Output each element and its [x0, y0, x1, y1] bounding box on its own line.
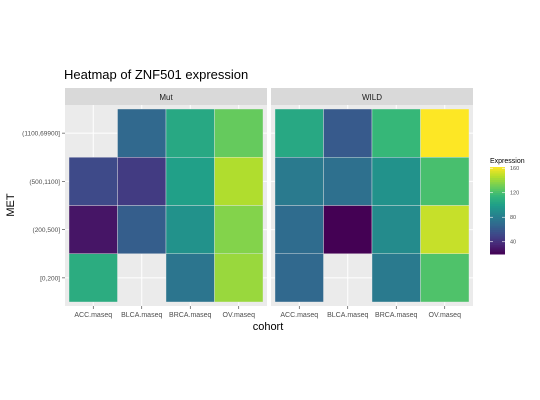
legend-colorbar-segment — [490, 221, 505, 225]
heatmap-cell — [117, 205, 167, 254]
facet-label: WILD — [362, 93, 382, 102]
heatmap-cell — [420, 108, 470, 158]
facet-strip — [65, 88, 267, 105]
legend-colorbar-segment — [490, 169, 505, 172]
heatmap-cell — [214, 108, 264, 158]
legend-colorbar-segment — [490, 234, 505, 238]
legend-colorbar-segment — [490, 199, 505, 203]
legend-colorbar-segment — [490, 175, 505, 179]
legend-colorbar-segment — [490, 214, 505, 218]
legend-colorbar-segment — [490, 243, 505, 246]
heatmap-cell — [68, 157, 118, 206]
legend-colorbar-segment — [490, 232, 505, 235]
heatmap-cell — [68, 253, 118, 303]
x-tick-label: BLCA.maseq — [327, 312, 368, 319]
legend-colorbar-segment — [490, 208, 505, 211]
x-tick-label: OV.maseq — [429, 312, 462, 319]
heatmap-cell — [68, 205, 118, 254]
x-tick-label: OV.maseq — [223, 312, 256, 319]
heatmap-cell — [165, 253, 215, 303]
legend-tick-label: 120 — [510, 191, 519, 197]
legend-colorbar-segment — [490, 212, 505, 216]
heatmap-cell — [274, 157, 324, 206]
y-tick-label: (200,500] — [33, 227, 61, 234]
heatmap-cell — [117, 108, 167, 158]
legend-colorbar-segment — [490, 225, 505, 229]
heatmap-cell — [117, 157, 167, 206]
legend-colorbar-segment — [490, 180, 505, 183]
x-tick-label: BRCA.maseq — [375, 312, 418, 319]
legend-colorbar-segment — [490, 186, 505, 190]
x-tick-label: ACC.maseq — [74, 312, 112, 319]
heatmap-cell — [323, 108, 373, 158]
legend-colorbar-segment — [490, 210, 505, 214]
heatmap-cell — [274, 205, 324, 254]
y-axis-title: MET — [5, 193, 17, 217]
chart-title: Heatmap of ZNF501 expression — [64, 67, 248, 82]
legend-colorbar-segment — [490, 201, 505, 205]
heatmap-cell — [214, 157, 264, 206]
legend-tick-label: 160 — [510, 166, 519, 172]
x-tick-label: ACC.maseq — [280, 312, 318, 319]
heatmap-cell — [165, 108, 215, 158]
y-tick-label: [0,200] — [40, 275, 60, 282]
x-tick-label: BLCA.maseq — [121, 312, 162, 319]
legend-colorbar-segment — [490, 184, 505, 188]
heatmap-cell — [371, 157, 421, 206]
legend-colorbar-segment — [490, 245, 505, 248]
legend-colorbar-segment — [490, 197, 505, 201]
legend-colorbar-segment — [490, 206, 505, 209]
heatmap-cell — [274, 108, 324, 158]
facet-label: Mut — [159, 93, 173, 102]
heatmap-cell — [214, 205, 264, 254]
legend-colorbar-segment — [490, 173, 505, 177]
legend-colorbar-segment — [490, 247, 505, 251]
heatmap-cell — [165, 205, 215, 254]
legend-colorbar-segment — [490, 236, 505, 240]
legend-colorbar-segment — [490, 182, 505, 185]
legend-colorbar-segment — [490, 195, 505, 198]
y-tick-label: (1100,69900] — [22, 131, 60, 138]
legend-colorbar-segment — [490, 190, 505, 194]
legend-colorbar-segment — [490, 177, 505, 181]
heatmap-cell — [371, 108, 421, 158]
legend-colorbar-segment — [490, 217, 505, 220]
legend-colorbar-segment — [490, 238, 505, 242]
legend-tick-label: 80 — [510, 215, 516, 221]
x-axis-title: cohort — [253, 321, 284, 333]
heatmap-cell — [420, 253, 470, 303]
legend-colorbar-segment — [490, 219, 505, 222]
heatmap-cell — [420, 205, 470, 254]
heatmap-cell — [371, 205, 421, 254]
heatmap-cell — [371, 253, 421, 303]
legend-colorbar-segment — [490, 223, 505, 227]
legend-colorbar-segment — [490, 249, 505, 253]
legend-colorbar-segment — [490, 171, 505, 175]
legend-colorbar-segment — [490, 251, 505, 255]
legend-colorbar-segment — [490, 167, 505, 170]
facet-strip — [271, 88, 473, 105]
legend-colorbar-segment — [490, 230, 505, 233]
legend-colorbar-segment — [490, 240, 505, 244]
legend-tick-label: 40 — [510, 240, 516, 246]
legend-title: Expression — [490, 158, 525, 165]
heatmap-cell — [420, 157, 470, 206]
x-tick-label: BRCA.maseq — [169, 312, 212, 319]
legend-colorbar-segment — [490, 188, 505, 192]
heatmap-cell — [165, 157, 215, 206]
y-tick-label: (500,1100] — [29, 179, 60, 186]
legend-colorbar-segment — [490, 203, 505, 207]
heatmap-cell — [214, 253, 264, 303]
heatmap-cell — [323, 205, 373, 254]
legend-colorbar-segment — [490, 227, 505, 231]
legend-colorbar-segment — [490, 193, 505, 196]
heatmap-cell — [274, 253, 324, 303]
heatmap-cell — [323, 157, 373, 206]
